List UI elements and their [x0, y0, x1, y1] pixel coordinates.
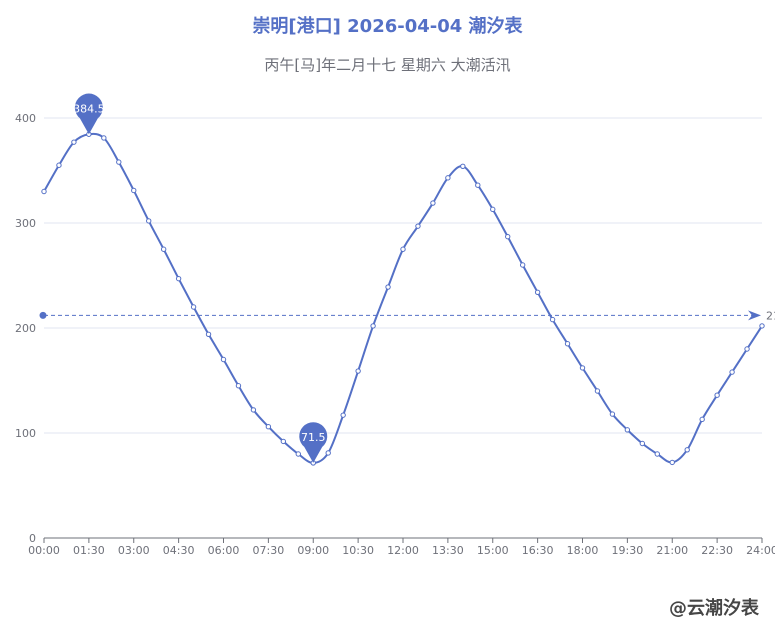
data-point [400, 246, 406, 252]
data-point [160, 246, 167, 252]
data-point [41, 188, 47, 195]
data-point [71, 139, 77, 145]
data-point [759, 323, 765, 329]
x-tick-label: 01:30 [73, 544, 105, 557]
y-tick-label: 0 [29, 532, 36, 545]
data-point [505, 233, 511, 240]
grid-layer [44, 117, 762, 434]
y-tick-label: 400 [15, 112, 36, 125]
data-point [430, 200, 436, 206]
data-point [475, 182, 481, 188]
series-line-layer [43, 132, 763, 464]
data-point [624, 427, 631, 433]
mark-point-pin [299, 422, 328, 463]
axis-layer: 0 100 200 300 400 00:00 01:30 03:00 04:30 06:00 07… [15, 112, 775, 557]
data-point [744, 346, 750, 352]
mark-point-label: 71.5 [301, 431, 326, 444]
tide-series-line [43, 132, 763, 464]
data-point [445, 175, 451, 181]
data-point [609, 411, 616, 417]
data-point [460, 163, 466, 170]
watermark: @云潮汐表 [669, 598, 759, 619]
x-tick-label: 03:00 [118, 544, 150, 557]
chart-title: 崇明[港口] 2026-04-04 潮汐表 [252, 16, 523, 37]
x-tick-label: 19:30 [612, 544, 644, 557]
data-point [355, 368, 361, 374]
data-point [175, 275, 182, 282]
y-tick-label: 200 [15, 322, 36, 335]
data-point [131, 187, 137, 194]
mark-line-arrow [748, 310, 761, 321]
y-tick-label: 100 [15, 427, 36, 440]
x-tick-label: 18:00 [567, 544, 599, 557]
x-tick-label: 00:00 [28, 544, 60, 557]
data-point [639, 440, 646, 447]
data-point [534, 289, 541, 295]
data-point [190, 304, 197, 310]
x-tick-label: 10:30 [342, 544, 374, 557]
x-tick-label: 16:30 [522, 544, 554, 557]
data-point [669, 459, 675, 466]
data-point [325, 450, 331, 456]
data-point [729, 369, 735, 375]
data-point [250, 407, 257, 413]
mark-line-label: 21 [766, 309, 775, 322]
data-point [146, 218, 152, 224]
x-tick-label: 12:00 [387, 544, 419, 557]
data-point [519, 262, 526, 268]
mark-point-label: 384.5 [73, 102, 105, 115]
data-point [579, 365, 586, 371]
mark-point-layer: 384.5 71.5 [73, 93, 328, 463]
x-tick-label: 06:00 [208, 544, 240, 557]
x-tick-label: 09:00 [297, 544, 329, 557]
chart-subtitle: 丙午[马]年二月十七 星期六 大潮活汛 [264, 56, 511, 74]
data-point [594, 388, 601, 394]
data-point [101, 135, 107, 141]
data-point [564, 341, 571, 347]
data-point [280, 438, 287, 445]
data-point [340, 412, 346, 418]
x-tick-label: 04:30 [163, 544, 195, 557]
data-point [684, 447, 690, 453]
mark-line-layer: 21 [39, 309, 775, 322]
y-tick-label: 300 [15, 217, 36, 230]
data-point [370, 323, 376, 329]
x-tick-label: 21:00 [656, 544, 688, 557]
data-point [415, 223, 421, 229]
data-point [116, 159, 122, 165]
data-point [699, 416, 705, 423]
data-point [549, 316, 556, 323]
data-point [714, 392, 720, 398]
x-tick-label: 13:30 [432, 544, 464, 557]
data-point [205, 331, 212, 337]
mark-point-pin [74, 93, 103, 135]
series-points-layer [41, 131, 765, 466]
data-point [265, 424, 272, 430]
x-tick-label: 22:30 [701, 544, 733, 557]
x-tick-label: 07:30 [253, 544, 285, 557]
data-point [235, 383, 242, 389]
data-point [490, 206, 496, 213]
data-point [220, 356, 227, 363]
x-tick-label: 15:00 [477, 544, 509, 557]
data-point [654, 451, 660, 457]
data-point [56, 162, 62, 168]
mark-line-start-dot [39, 311, 47, 319]
x-tick-label: 24:00 [746, 544, 775, 557]
data-point [295, 451, 301, 457]
data-point [385, 284, 391, 290]
